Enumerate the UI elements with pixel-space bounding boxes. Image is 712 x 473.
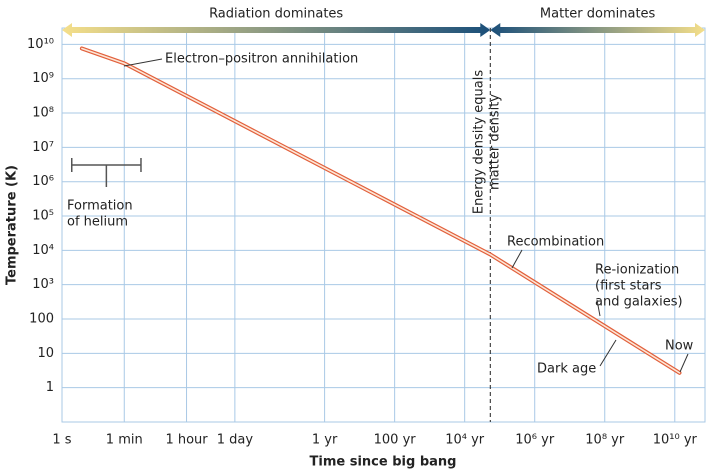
era-label: Radiation dominates: [209, 7, 343, 22]
leader: [679, 353, 689, 373]
y-tick-label: 10⁸: [32, 106, 54, 121]
y-tick-label: 100: [29, 312, 54, 327]
annotation-text: of helium: [67, 215, 128, 230]
annotation: Recombination: [507, 235, 604, 250]
x-tick-label: 10⁴ yr: [445, 433, 485, 448]
annotation: Energy density equals matter density: [472, 70, 503, 215]
annotation-text: Re-ionization: [595, 263, 679, 278]
y-tick-label: 10⁴: [32, 243, 54, 258]
leader: [123, 58, 163, 67]
x-tick-label: 1 day: [217, 433, 254, 448]
annotation-text: and galaxies): [595, 295, 683, 310]
annotation-text: Dark age: [537, 362, 596, 377]
y-tick-label: 10⁶: [32, 174, 54, 189]
x-tick-label: 1 yr: [312, 433, 338, 448]
y-tick-label: 10³: [32, 277, 54, 292]
y-tick-label: 10⁹: [32, 71, 54, 86]
annotation: Electron–positron annihilation: [165, 52, 358, 67]
x-tick-label: 1 hour: [165, 433, 208, 448]
leader: [596, 299, 601, 317]
annotation-text: Formation: [67, 199, 133, 214]
era-label: Matter dominates: [540, 7, 656, 22]
y-tick-label: 10: [37, 346, 54, 361]
x-tick-label: 10¹⁰ yr: [653, 433, 698, 448]
x-tick-label: 1 s: [52, 433, 71, 448]
y-tick-label: 1: [46, 380, 54, 395]
era-arrow: [490, 23, 705, 37]
annotation-text: Now: [665, 339, 694, 354]
y-tick-label: 10¹⁰: [27, 37, 54, 52]
y-tick-label: 10⁵: [32, 209, 54, 224]
temperature-line-inner: [81, 47, 681, 374]
era-arrow: [62, 23, 491, 37]
x-tick-label: 100 yr: [374, 433, 417, 448]
x-tick-label: 1 min: [106, 433, 143, 448]
x-tick-label: 10⁸ yr: [585, 433, 625, 448]
temperature-line: [79, 46, 682, 375]
leader: [599, 339, 617, 367]
annotation: Now: [665, 339, 694, 354]
annotation-text: Electron–positron annihilation: [165, 52, 358, 67]
y-axis-label: Temperature (K): [5, 165, 20, 285]
leader: [511, 249, 523, 269]
y-tick-label: 10⁷: [32, 140, 54, 155]
annotation-text: matter density: [488, 94, 503, 190]
x-tick-label: 10⁶ yr: [515, 433, 555, 448]
x-axis-label: Time since big bang: [310, 455, 457, 470]
plot-frame: [61, 27, 706, 423]
annotation-text: Recombination: [507, 235, 604, 250]
annotation-text: Energy density equals: [472, 70, 487, 215]
annotation: Dark age: [537, 362, 596, 377]
annotation-text: (first stars: [595, 279, 662, 294]
